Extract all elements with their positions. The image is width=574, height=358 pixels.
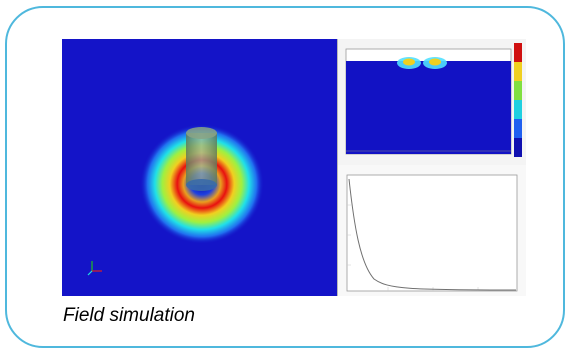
axis-triad-icon bbox=[87, 261, 102, 276]
probe-cylinder bbox=[186, 133, 217, 185]
field-intensity-map bbox=[62, 39, 338, 296]
side-plots bbox=[337, 39, 526, 296]
probe-top bbox=[186, 127, 217, 139]
cross-section-graphic bbox=[345, 43, 522, 157]
cross-section-field bbox=[346, 61, 511, 154]
colorbar bbox=[514, 43, 522, 157]
decay-curve-graphic bbox=[346, 174, 518, 292]
hotspot-right-core bbox=[429, 58, 441, 66]
hotspot-left-core bbox=[403, 58, 415, 66]
plot-frame bbox=[346, 174, 518, 292]
decay-curve bbox=[348, 178, 517, 291]
cross-section-plot bbox=[338, 39, 526, 162]
figure-caption: Field simulation bbox=[63, 305, 195, 326]
plot-ticks bbox=[347, 204, 479, 291]
field-map-graphic bbox=[62, 39, 338, 296]
decay-curve-plot bbox=[338, 165, 526, 296]
probe-bottom bbox=[186, 179, 217, 191]
